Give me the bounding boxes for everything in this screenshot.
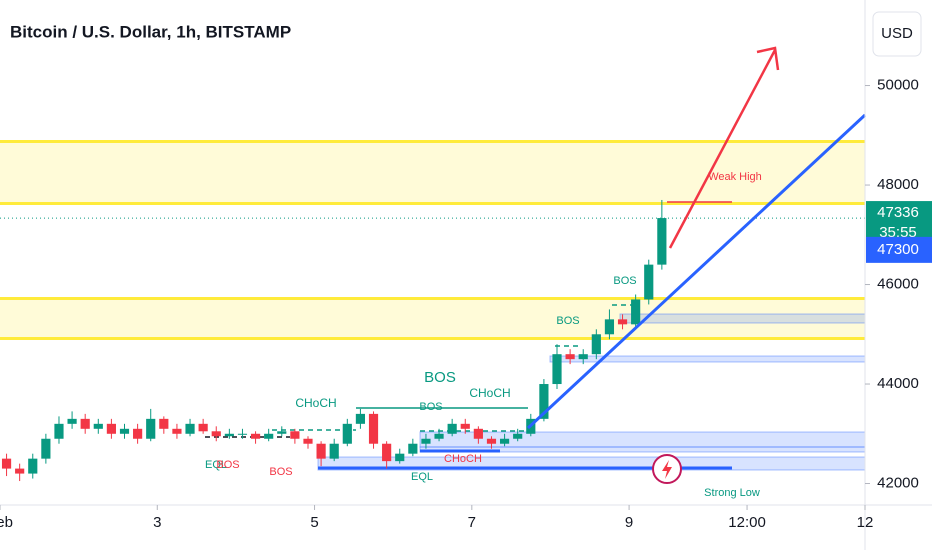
- candle-body: [657, 218, 667, 265]
- candle-body: [578, 354, 588, 360]
- candle-body: [146, 418, 156, 439]
- candle-body: [447, 423, 457, 434]
- candle-body: [264, 433, 274, 439]
- candle-body: [119, 428, 130, 434]
- candle-body: [499, 438, 510, 444]
- candle-body: [15, 468, 25, 474]
- annotation: BOS: [216, 459, 239, 471]
- annotation: CHoCH: [444, 453, 482, 465]
- candle-body: [80, 418, 90, 429]
- alert-price-badge: [866, 236, 932, 263]
- order-block: [619, 313, 866, 324]
- candle-body: [355, 413, 366, 424]
- candle-body: [434, 433, 444, 439]
- annotation: CHoCH: [295, 396, 336, 410]
- y-tick-label: 48000: [877, 176, 919, 193]
- annotation: BOS: [269, 466, 292, 478]
- candle-body: [185, 423, 195, 434]
- candle-body: [421, 438, 431, 444]
- candle-body: [28, 458, 38, 474]
- candle-body: [1, 458, 12, 469]
- y-tick-label: 50000: [877, 77, 919, 94]
- alert-price-label: 47300: [877, 241, 919, 258]
- y-tick-label: 44000: [877, 375, 919, 392]
- currency-button[interactable]: [872, 11, 922, 57]
- candle-body: [395, 453, 405, 462]
- trend-line: [526, 113, 867, 430]
- candle-body: [106, 423, 116, 434]
- candle-body: [460, 423, 470, 429]
- alert-bolt: [662, 460, 672, 479]
- candle-body: [368, 413, 379, 444]
- plot: Weak HighBOSBOSBOSCHoCHBOSCHoCHEQLBOSBOS…: [0, 46, 867, 499]
- candle-body: [591, 334, 601, 355]
- candle-body: [54, 423, 64, 439]
- x-tick-label: 9: [625, 514, 633, 531]
- candle-body: [552, 354, 562, 385]
- candle-body: [644, 264, 654, 300]
- candle-body: [290, 431, 300, 439]
- projection-arrow: [668, 49, 777, 249]
- candle-body: [250, 433, 261, 439]
- annotation: CHoCH: [469, 386, 510, 400]
- order-block: [419, 431, 866, 448]
- candle-body: [617, 319, 628, 325]
- candle-body: [473, 428, 483, 439]
- y-tick-label: 42000: [877, 474, 919, 491]
- x-tick-label: Feb: [0, 514, 13, 531]
- candle-body: [604, 319, 615, 335]
- candle-body: [316, 443, 326, 459]
- order-block: [549, 355, 866, 363]
- x-tick-label: 12: [857, 514, 874, 531]
- last-price-label: 47336: [877, 204, 919, 221]
- candle-body: [67, 418, 77, 424]
- x-tick-label: 3: [153, 514, 161, 531]
- chart-title: Bitcoin / U.S. Dollar, 1h, BITSTAMP: [10, 22, 291, 41]
- candle-body: [329, 443, 339, 459]
- candle-body: [382, 443, 392, 462]
- annotation: Weak High: [708, 171, 762, 183]
- candle-body: [565, 354, 575, 360]
- candle-body: [277, 431, 287, 434]
- x-tick-label: 12:00: [728, 514, 766, 531]
- annotation: BOS: [424, 369, 456, 386]
- candle-body: [211, 431, 221, 437]
- annotation: EQL: [205, 459, 227, 471]
- candle-body: [172, 428, 182, 434]
- candle-body: [93, 423, 103, 429]
- annotation: Strong Low: [704, 487, 760, 499]
- currency: USD: [881, 25, 913, 42]
- candle-body: [342, 423, 352, 444]
- candle-body: [408, 443, 418, 454]
- candle-body: [631, 299, 641, 325]
- annotation: EQL: [411, 471, 433, 483]
- candle-body: [237, 433, 248, 435]
- supply-zone: [0, 298, 865, 339]
- candle-body: [486, 438, 497, 444]
- candle-body: [198, 423, 208, 432]
- annotation: BOS: [613, 275, 636, 287]
- annotation: BOS: [556, 315, 579, 327]
- x-tick-label: 5: [310, 514, 318, 531]
- candle-body: [513, 433, 523, 439]
- annotation: BOS: [419, 401, 442, 413]
- candle-body: [159, 418, 169, 429]
- candle-body: [41, 438, 51, 459]
- candle-body: [303, 438, 313, 444]
- arrow-head: [756, 46, 780, 71]
- y-tick-label: 46000: [877, 276, 919, 293]
- candle-body: [539, 384, 549, 419]
- candle-body: [224, 433, 234, 437]
- candle-body: [133, 428, 143, 439]
- countdown-label: 35:55: [879, 224, 917, 241]
- x-tick-label: 7: [468, 514, 476, 531]
